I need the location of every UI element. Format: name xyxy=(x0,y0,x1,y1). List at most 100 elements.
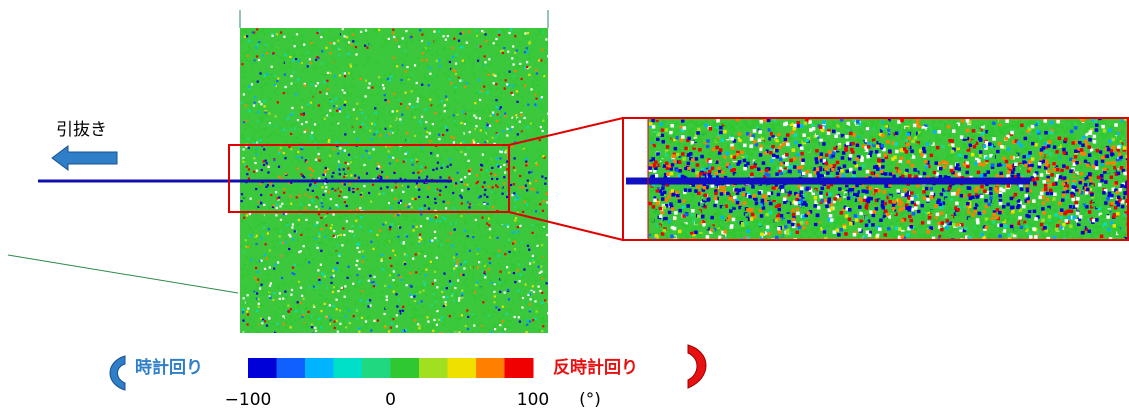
grain xyxy=(439,104,441,106)
grain xyxy=(434,138,436,140)
grain xyxy=(964,155,968,159)
grain xyxy=(287,92,289,94)
grain xyxy=(318,153,320,155)
grain xyxy=(803,167,807,171)
grain xyxy=(481,217,483,219)
grain xyxy=(369,299,371,301)
grain xyxy=(478,205,480,207)
grain xyxy=(526,61,528,63)
grain xyxy=(476,182,478,184)
grain xyxy=(357,247,359,249)
grain xyxy=(536,310,538,312)
grain xyxy=(528,171,530,173)
grain xyxy=(318,235,320,237)
grain xyxy=(373,323,375,325)
grain xyxy=(450,264,452,266)
grain xyxy=(422,53,424,55)
grain xyxy=(469,131,471,133)
grain xyxy=(451,186,453,188)
grain xyxy=(401,90,403,92)
grain xyxy=(850,148,854,152)
grain xyxy=(476,174,478,176)
grain xyxy=(502,50,504,52)
grain xyxy=(373,281,375,283)
grain xyxy=(796,121,800,125)
grain xyxy=(429,77,431,79)
grain xyxy=(277,101,279,103)
grain xyxy=(415,186,417,188)
grain xyxy=(298,318,300,320)
grain xyxy=(376,260,378,262)
grain xyxy=(303,293,305,295)
grain xyxy=(389,226,391,228)
grain xyxy=(255,279,257,281)
grain xyxy=(539,272,541,274)
grain xyxy=(277,78,279,80)
grain xyxy=(535,210,537,212)
grain xyxy=(306,245,308,247)
grain xyxy=(386,135,388,137)
grain xyxy=(486,92,488,94)
grain xyxy=(901,133,905,137)
grain xyxy=(358,132,360,134)
grain xyxy=(350,275,352,277)
grain xyxy=(484,151,486,153)
grain xyxy=(364,117,366,119)
grain xyxy=(302,99,304,101)
grain xyxy=(488,317,490,319)
grain xyxy=(431,304,433,306)
grain xyxy=(244,164,246,166)
grain xyxy=(471,333,473,335)
grain xyxy=(372,270,374,272)
grain xyxy=(454,109,456,111)
grain xyxy=(410,40,412,42)
grain xyxy=(522,254,524,256)
grain xyxy=(388,286,390,288)
grain xyxy=(427,321,429,323)
grain xyxy=(490,87,492,89)
grain xyxy=(975,225,979,229)
grain xyxy=(989,196,993,200)
grain xyxy=(443,319,445,321)
grain xyxy=(542,130,544,132)
grain xyxy=(541,244,543,246)
grain xyxy=(313,304,315,306)
grain xyxy=(333,321,335,323)
grain xyxy=(368,80,370,82)
grain xyxy=(462,105,464,107)
grain xyxy=(348,109,350,111)
grain xyxy=(535,318,537,320)
grain xyxy=(403,278,405,280)
grain xyxy=(355,136,357,138)
grain xyxy=(419,273,421,275)
grain xyxy=(391,218,393,220)
grain xyxy=(258,186,260,188)
grain xyxy=(511,146,513,148)
grain xyxy=(375,62,377,64)
grain xyxy=(370,241,372,243)
grain xyxy=(498,263,500,265)
grain xyxy=(294,319,296,321)
grain xyxy=(335,251,337,253)
grain xyxy=(514,267,516,269)
grain xyxy=(514,255,516,257)
grain xyxy=(417,167,419,169)
grain xyxy=(438,187,440,189)
grain xyxy=(431,285,433,287)
grain xyxy=(299,194,301,196)
grain xyxy=(357,107,359,109)
grain xyxy=(347,116,349,118)
grain xyxy=(367,305,369,307)
grain xyxy=(498,309,500,311)
grain xyxy=(333,122,335,124)
grain xyxy=(461,232,463,234)
grain xyxy=(321,62,323,64)
grain xyxy=(509,116,511,118)
grain xyxy=(251,109,253,111)
grain xyxy=(486,160,488,162)
grain xyxy=(289,88,291,90)
grain xyxy=(244,36,246,38)
grain xyxy=(495,193,497,195)
grain xyxy=(355,220,357,222)
grain xyxy=(487,243,489,245)
